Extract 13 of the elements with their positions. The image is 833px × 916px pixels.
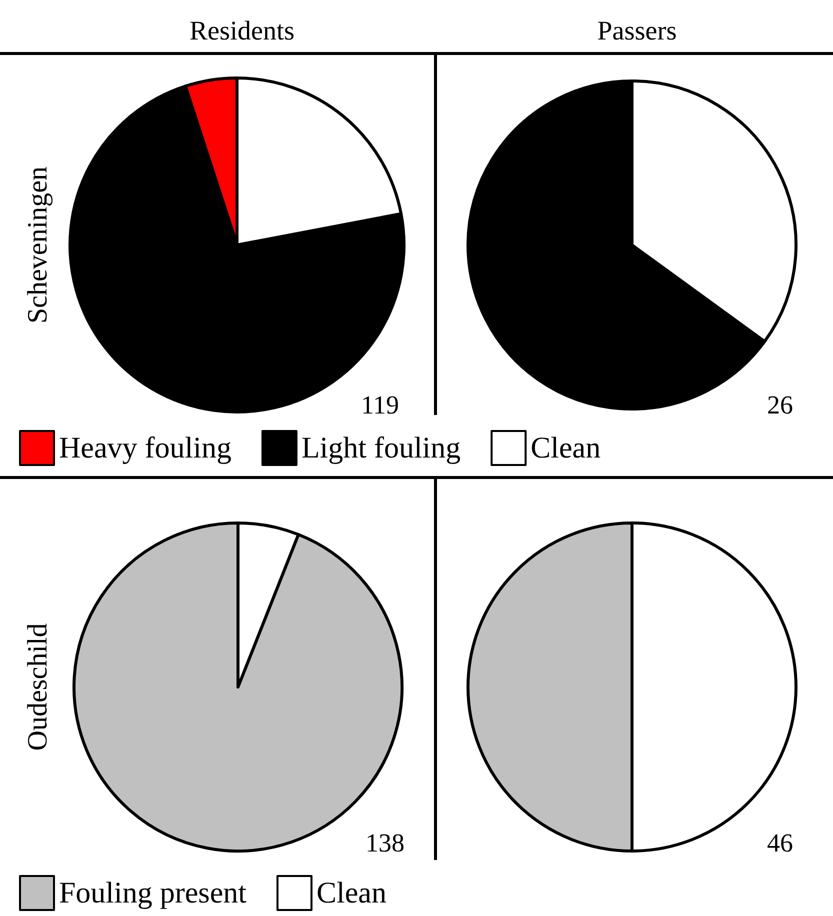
text: 138	[366, 828, 404, 858]
text: Oudeschild	[22, 623, 54, 751]
chart-title: Passers	[597, 16, 677, 46]
legend-label: Clean	[316, 876, 386, 910]
legend-label: Clean	[530, 432, 601, 464]
legend-label: Light fouling	[301, 432, 461, 464]
text: Scheveningen	[22, 166, 54, 324]
legend-label: Fouling present	[59, 876, 248, 910]
chart-title: Residents	[190, 16, 294, 46]
text: 46	[767, 828, 793, 858]
legend-label: Heavy fouling	[59, 432, 232, 464]
text: 26	[767, 390, 793, 420]
text: 119	[360, 390, 400, 420]
